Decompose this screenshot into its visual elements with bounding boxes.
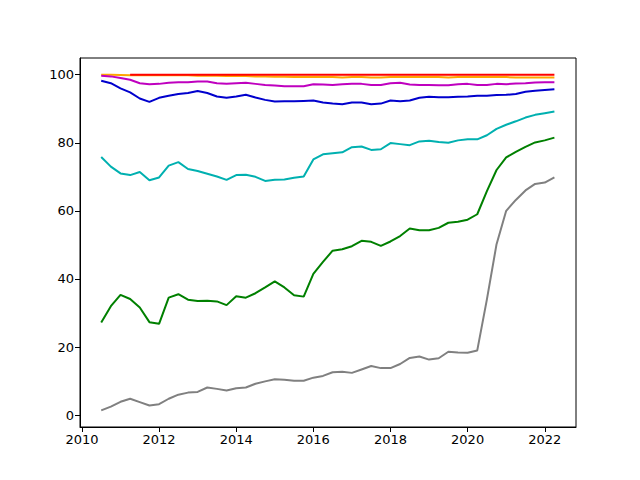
svg-text:2018: 2018 xyxy=(374,432,407,447)
svg-text:20: 20 xyxy=(57,340,74,355)
svg-text:100: 100 xyxy=(49,67,74,82)
svg-text:2022: 2022 xyxy=(528,432,561,447)
svg-text:2020: 2020 xyxy=(451,432,484,447)
svg-text:2016: 2016 xyxy=(297,432,330,447)
svg-text:2010: 2010 xyxy=(65,432,98,447)
svg-text:2012: 2012 xyxy=(143,432,176,447)
svg-text:40: 40 xyxy=(57,271,74,286)
svg-text:0: 0 xyxy=(66,408,74,423)
svg-text:80: 80 xyxy=(57,135,74,150)
svg-text:2014: 2014 xyxy=(220,432,253,447)
svg-text:60: 60 xyxy=(57,203,74,218)
